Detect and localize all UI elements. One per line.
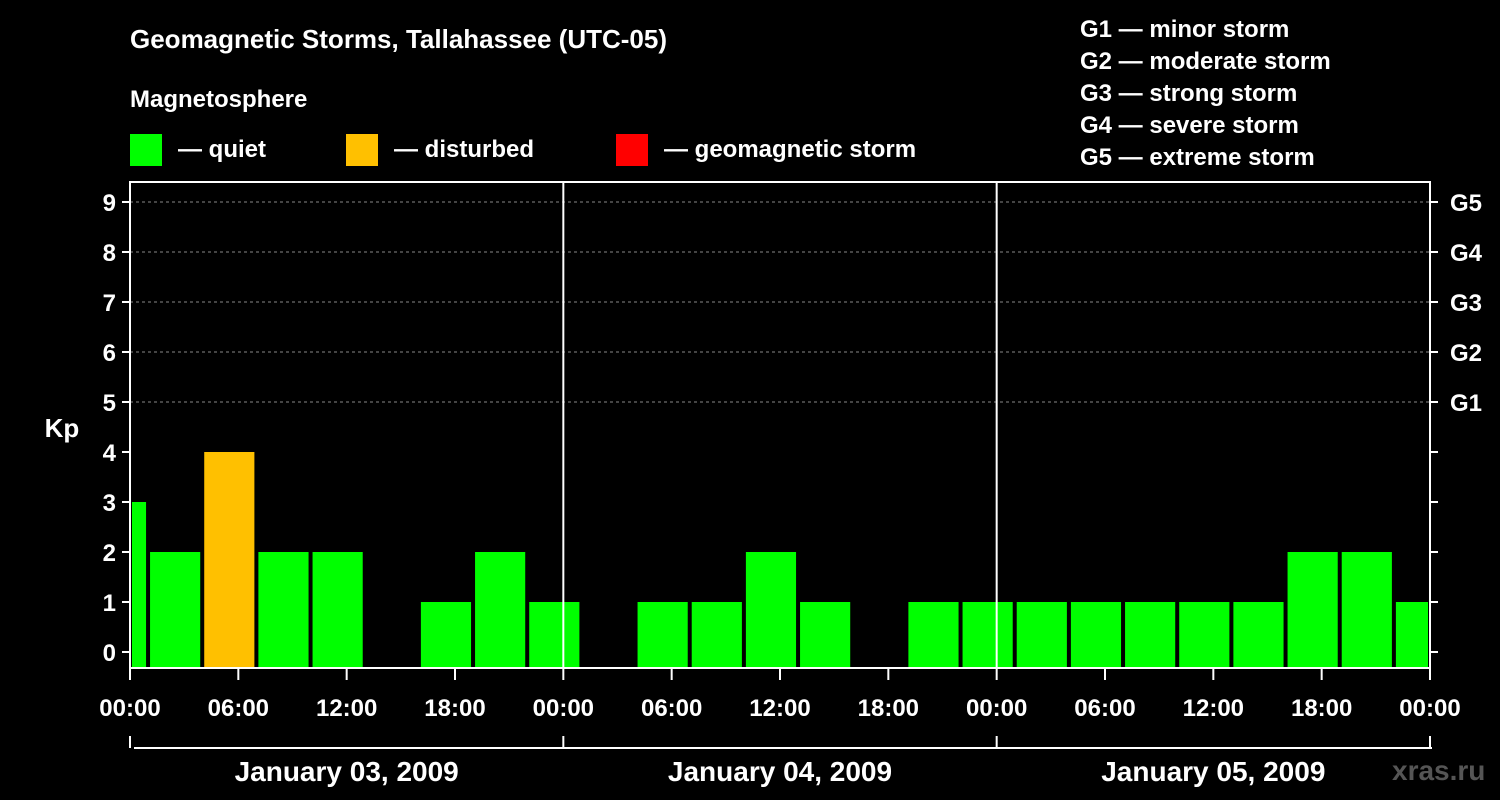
ytick-label-4: 4	[103, 440, 117, 467]
xtick-label-8: 00:00	[966, 695, 1027, 722]
bar-20	[1179, 602, 1230, 668]
bar-0	[132, 502, 147, 668]
bar-17	[1016, 602, 1067, 668]
storm-level-g5: G5 — extreme storm	[1080, 144, 1315, 171]
xtick-label-3: 18:00	[424, 695, 485, 722]
legend-quiet-label: — quiet	[178, 136, 266, 163]
credit-text: xras.ru	[1392, 755, 1486, 786]
day-label-2: January 05, 2009	[1101, 756, 1325, 787]
xtick-label-6: 12:00	[749, 695, 810, 722]
legend-disturbed-label: — disturbed	[394, 136, 535, 163]
bar-16	[962, 602, 1013, 668]
bar-24	[1395, 602, 1428, 668]
bar-23	[1341, 552, 1392, 668]
legend-disturbed-swatch	[346, 134, 378, 166]
ytick-label-9: 9	[103, 190, 116, 217]
bar-1	[150, 552, 201, 668]
bar-6	[420, 602, 472, 668]
legend-storm: — geomagnetic storm	[616, 134, 916, 166]
right-tick-label-G2: G2	[1450, 340, 1482, 367]
bar-8	[529, 602, 580, 668]
bar-11	[691, 602, 742, 668]
right-tick-label-G1: G1	[1450, 390, 1482, 417]
bar-12	[745, 552, 797, 668]
storm-level-g3: G3 — strong storm	[1080, 80, 1298, 107]
xtick-label-0: 00:00	[99, 695, 160, 722]
xtick-label-9: 06:00	[1074, 695, 1135, 722]
xtick-label-10: 12:00	[1183, 695, 1244, 722]
magnetosphere-title: Magnetosphere	[130, 86, 308, 113]
legend-quiet-swatch	[130, 134, 162, 166]
bar-3	[258, 552, 309, 668]
bar-22	[1287, 552, 1338, 668]
storm-level-g4: G4 — severe storm	[1080, 112, 1299, 139]
xtick-label-1: 06:00	[208, 695, 269, 722]
legend-disturbed: — disturbed	[346, 134, 534, 166]
chart-title: Geomagnetic Storms, Tallahassee (UTC-05)	[130, 24, 668, 54]
right-tick-label-G3: G3	[1450, 290, 1482, 317]
legend-quiet: — quiet	[130, 134, 266, 166]
ytick-label-5: 5	[103, 390, 116, 417]
bar-4	[312, 552, 363, 668]
right-tick-label-G5: G5	[1450, 190, 1482, 217]
ytick-label-1: 1	[103, 590, 116, 617]
ytick-label-2: 2	[103, 540, 116, 567]
ytick-label-6: 6	[103, 340, 116, 367]
ytick-label-7: 7	[103, 290, 116, 317]
day-label-0: January 03, 2009	[235, 756, 459, 787]
xtick-label-11: 18:00	[1291, 695, 1352, 722]
storm-level-g1: G1 — minor storm	[1080, 16, 1290, 43]
bar-19	[1125, 602, 1176, 668]
ytick-label-3: 3	[103, 490, 116, 517]
ytick-label-0: 0	[103, 640, 116, 667]
bar-21	[1233, 602, 1284, 668]
bar-15	[908, 602, 959, 668]
legend-storm-label: — geomagnetic storm	[664, 136, 917, 163]
y-axis-label: Kp	[45, 413, 80, 443]
storm-level-legend: G1 — minor storm G2 — moderate storm G3 …	[1080, 14, 1331, 174]
ytick-label-8: 8	[103, 240, 116, 267]
bar-7	[475, 552, 526, 668]
bar-18	[1070, 602, 1122, 668]
xtick-label-7: 18:00	[858, 695, 919, 722]
bar-2	[204, 452, 255, 668]
xtick-label-2: 12:00	[316, 695, 377, 722]
legend-storm-swatch	[616, 134, 648, 166]
xtick-label-5: 06:00	[641, 695, 702, 722]
storm-level-g2: G2 — moderate storm	[1080, 48, 1331, 75]
day-label-1: January 04, 2009	[668, 756, 892, 787]
bar-10	[637, 602, 688, 668]
bar-13	[800, 602, 851, 668]
xtick-label-12: 00:00	[1399, 695, 1460, 722]
xtick-label-4: 00:00	[533, 695, 594, 722]
right-tick-label-G4: G4	[1450, 240, 1483, 267]
